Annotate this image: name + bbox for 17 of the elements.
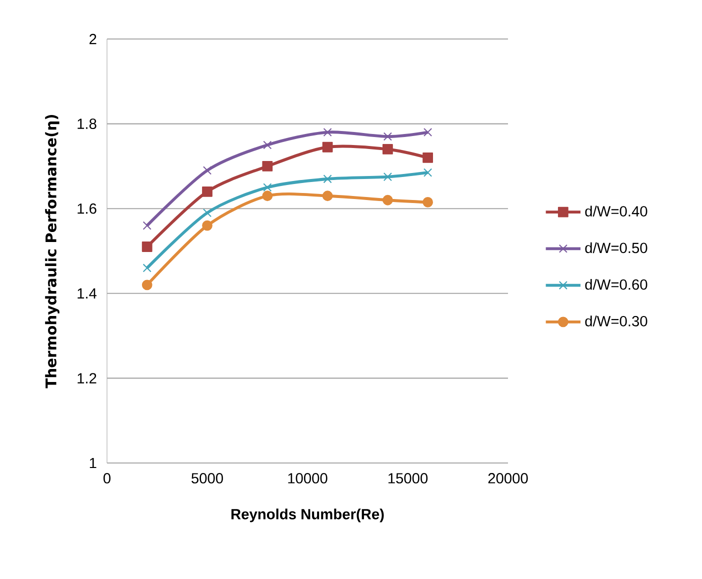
- y-tick-label: 1: [90, 458, 96, 468]
- x-tick-label: 0: [103, 473, 110, 484]
- y-tick-label: 1.6: [78, 203, 96, 214]
- legend-label: d/W=0.50: [585, 242, 648, 254]
- x-tick-label: 10000: [288, 473, 328, 484]
- legend-label: d/W=0.40: [585, 206, 648, 216]
- y-tick-label: 1.4: [78, 288, 97, 298]
- x-tick-label: 15000: [388, 473, 428, 484]
- y-tick-label: 2: [90, 34, 96, 44]
- x-axis-title: Reynolds Number(Re): [231, 508, 384, 522]
- x-tick-label: 20000: [488, 473, 528, 484]
- legend-label: d/W=0.60: [585, 278, 648, 290]
- y-tick-label: 1.8: [78, 118, 96, 129]
- y-tick-label: 1.2: [78, 373, 96, 384]
- legend-label: d/W=0.30: [585, 316, 648, 326]
- y-axis-title: Thermohydraulic Performance(η): [45, 114, 60, 388]
- x-tick-label: 5000: [192, 473, 223, 484]
